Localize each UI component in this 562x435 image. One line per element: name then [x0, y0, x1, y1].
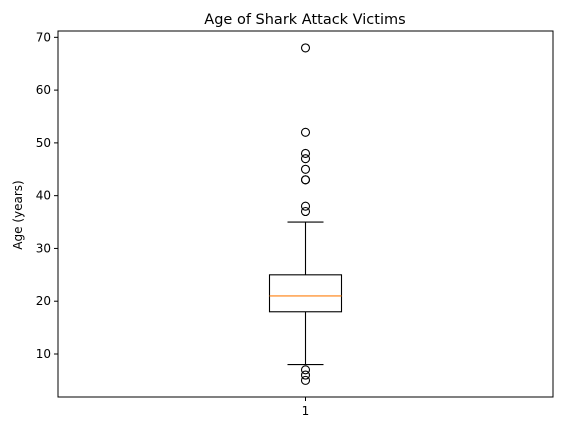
x-axis: 1	[302, 397, 310, 418]
y-tick-label: 70	[36, 30, 51, 44]
outlier-point	[300, 175, 311, 185]
outlier-point	[300, 148, 311, 158]
y-tick-label: 60	[36, 83, 51, 97]
y-axis: 10 20 30 40 50 60 70	[36, 30, 58, 361]
outlier-point	[300, 365, 311, 375]
y-tick-label: 10	[36, 347, 51, 361]
outlier-point	[300, 206, 311, 217]
x-tick-label: 1	[302, 404, 310, 418]
outlier-point	[300, 375, 311, 385]
y-tick-label: 20	[36, 294, 51, 308]
outlier-point	[300, 201, 311, 211]
y-tick-label: 30	[36, 241, 51, 255]
outlier-point	[300, 164, 311, 174]
axes-frame	[57, 30, 554, 398]
iqr-box	[268, 274, 343, 313]
y-tick-label: 50	[36, 136, 51, 150]
outlier-point	[300, 43, 311, 53]
plot-area	[268, 43, 343, 385]
y-axis-label: Age (years)	[11, 180, 25, 249]
y-tick-label: 40	[36, 189, 51, 203]
chart-title: Age of Shark Attack Victims	[204, 12, 405, 28]
outlier-point	[300, 370, 311, 380]
outlier-point	[300, 127, 311, 137]
outlier-point	[300, 154, 311, 164]
